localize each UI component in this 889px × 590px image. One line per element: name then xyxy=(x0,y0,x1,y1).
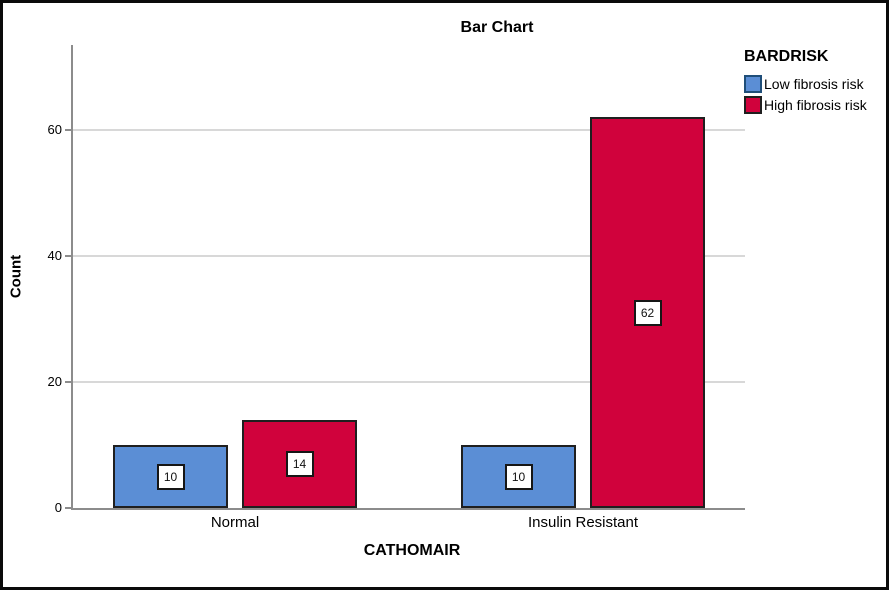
chart-title: Bar Chart xyxy=(460,19,534,36)
y-tick-label-60: 60 xyxy=(47,122,62,137)
legend-title: BARDRISK xyxy=(744,48,829,65)
x-category-label-insulin-resistant: Insulin Resistant xyxy=(527,514,639,531)
bar-value-label: 10 xyxy=(504,463,533,490)
bar-high-fibrosis-risk-insulin-resistant: 62 xyxy=(590,117,705,508)
legend-label: High fibrosis risk xyxy=(764,97,867,113)
bar-value-label: 62 xyxy=(633,299,662,326)
legend: BARDRISK Low fibrosis risk High fibrosis … xyxy=(744,48,886,117)
bar-high-fibrosis-risk-normal: 14 xyxy=(242,420,357,508)
legend-item-high-fibrosis-risk: High fibrosis risk xyxy=(744,96,886,114)
x-axis-title: CATHOMAIR xyxy=(363,542,461,559)
legend-label: Low fibrosis risk xyxy=(764,76,864,92)
gridline-60 xyxy=(73,129,745,131)
bar-value-label: 10 xyxy=(156,463,185,490)
gridline-40 xyxy=(73,255,745,257)
y-tick-mark xyxy=(65,507,71,509)
y-axis-title: Count xyxy=(7,254,25,299)
y-tick-mark xyxy=(65,129,71,131)
y-tick-label-20: 20 xyxy=(47,374,62,389)
legend-items: Low fibrosis risk High fibrosis risk xyxy=(744,75,886,114)
plot-area: 10 14 10 62 xyxy=(71,45,745,510)
legend-swatch-icon xyxy=(744,75,762,93)
y-tick-label-40: 40 xyxy=(47,248,62,263)
y-tick-label-0: 0 xyxy=(54,500,62,515)
bar-low-fibrosis-risk-normal: 10 xyxy=(113,445,228,508)
bar-value-label: 14 xyxy=(285,451,314,477)
gridline-20 xyxy=(73,381,745,383)
legend-item-low-fibrosis-risk: Low fibrosis risk xyxy=(744,75,886,93)
x-category-label-normal: Normal xyxy=(210,514,260,531)
legend-swatch-icon xyxy=(744,96,762,114)
y-tick-mark xyxy=(65,381,71,383)
bar-low-fibrosis-risk-insulin-resistant: 10 xyxy=(461,445,576,508)
y-tick-mark xyxy=(65,255,71,257)
